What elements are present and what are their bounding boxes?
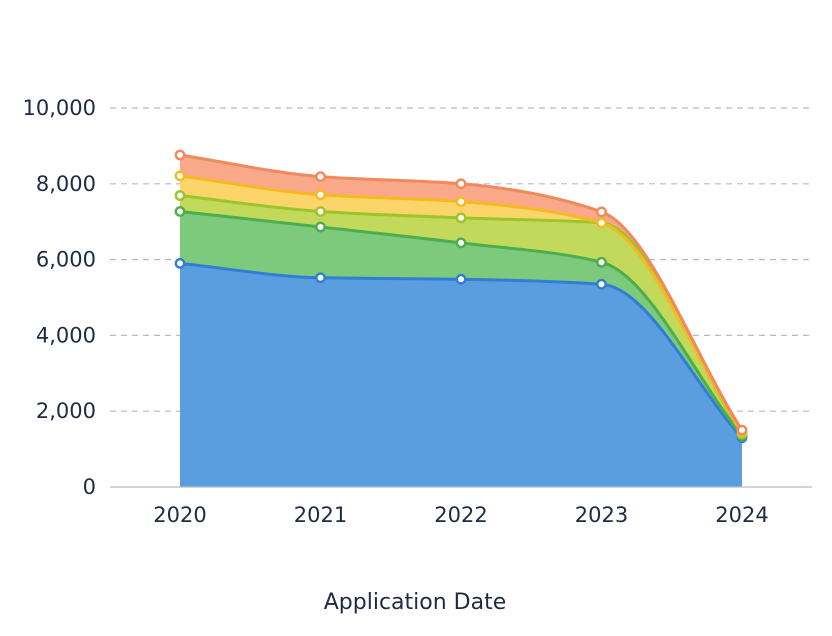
- data-point[interactable]: [457, 197, 465, 205]
- data-point[interactable]: [316, 274, 324, 282]
- y-tick-label: 10,000: [23, 96, 96, 120]
- data-point[interactable]: [597, 280, 605, 288]
- data-point[interactable]: [457, 275, 465, 283]
- y-tick-label: 6,000: [36, 248, 96, 272]
- y-tick-labels: 0 2,000 4,000 6,000 8,000 10,000: [23, 96, 96, 499]
- data-point[interactable]: [457, 180, 465, 188]
- data-point[interactable]: [316, 223, 324, 231]
- x-tick-label: 2021: [294, 503, 347, 527]
- x-tick-label: 2020: [153, 503, 206, 527]
- data-point[interactable]: [176, 207, 184, 215]
- data-point[interactable]: [316, 172, 324, 180]
- data-point[interactable]: [597, 208, 605, 216]
- x-tick-label: 2023: [575, 503, 628, 527]
- x-tick-label: 2024: [715, 503, 768, 527]
- x-axis-title: Application Date: [324, 590, 507, 615]
- data-point[interactable]: [316, 207, 324, 215]
- data-point[interactable]: [316, 191, 324, 199]
- x-tick-labels: 2020 2021 2022 2023 2024: [153, 503, 768, 527]
- data-point[interactable]: [176, 259, 184, 267]
- data-point[interactable]: [738, 426, 746, 434]
- data-point[interactable]: [457, 239, 465, 247]
- data-point[interactable]: [597, 219, 605, 227]
- data-point[interactable]: [597, 258, 605, 266]
- y-tick-label: 8,000: [36, 172, 96, 196]
- y-tick-label: 0: [83, 475, 96, 499]
- data-point[interactable]: [176, 172, 184, 180]
- data-point[interactable]: [176, 191, 184, 199]
- y-tick-label: 4,000: [36, 323, 96, 347]
- data-point[interactable]: [457, 214, 465, 222]
- y-tick-label: 2,000: [36, 399, 96, 423]
- x-tick-label: 2022: [434, 503, 487, 527]
- data-point[interactable]: [176, 151, 184, 159]
